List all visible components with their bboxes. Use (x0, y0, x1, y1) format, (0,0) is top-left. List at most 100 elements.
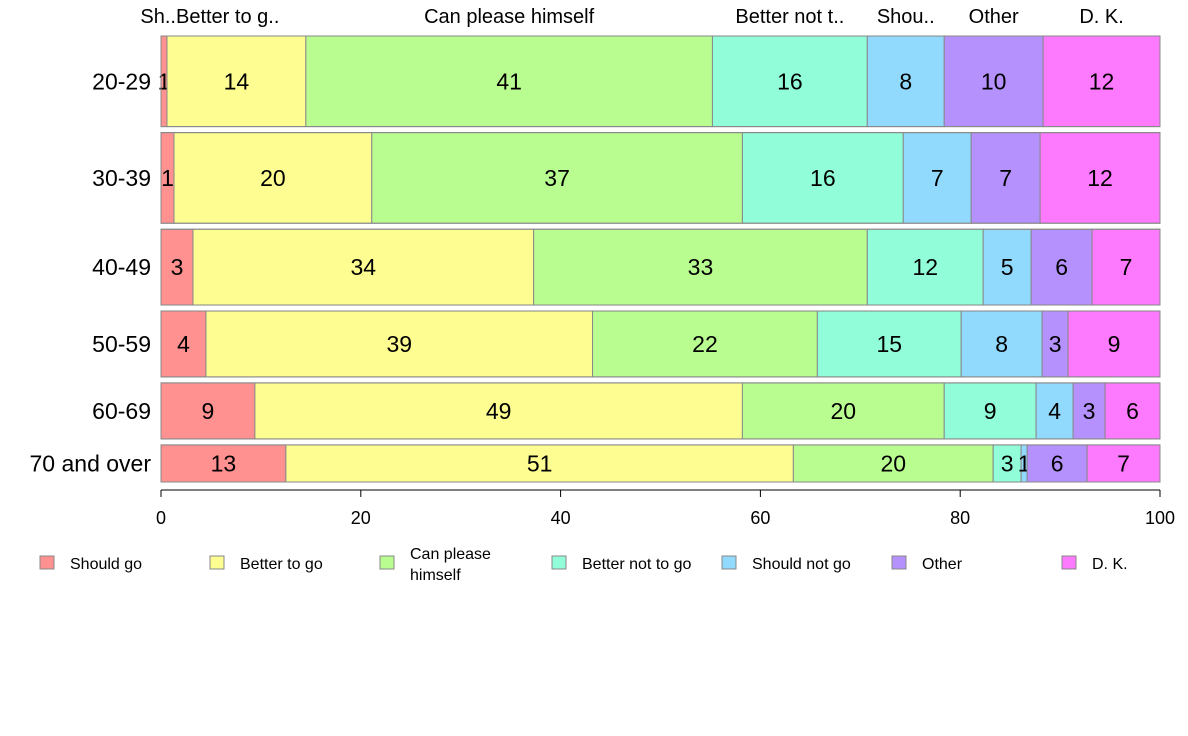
data-label: 13 (211, 450, 237, 476)
data-label: 12 (1089, 68, 1115, 94)
data-label: 4 (177, 331, 190, 357)
category-label: 40-49 (92, 254, 151, 280)
data-label: 1 (161, 165, 174, 191)
data-label: 5 (1001, 254, 1014, 280)
bar-segment (160, 382, 256, 440)
data-label: 14 (224, 68, 250, 94)
data-label: 9 (984, 398, 997, 424)
x-tick-label: 40 (551, 508, 571, 528)
bar-segment (866, 228, 984, 306)
x-tick-label: 60 (750, 508, 770, 528)
legend-label: Better not to go (582, 556, 692, 573)
data-label: 3 (1083, 398, 1096, 424)
bar-segment (1030, 228, 1093, 306)
data-label: 8 (899, 68, 912, 94)
legend-swatch (379, 555, 395, 570)
legend-label: Should not go (752, 556, 851, 573)
data-label: 9 (202, 398, 215, 424)
top-label: Shou.. (877, 6, 935, 28)
legend-swatch (209, 555, 225, 570)
top-label: D. K. (1079, 6, 1123, 28)
bar-segment (1086, 444, 1161, 483)
x-tick-label: 20 (351, 508, 371, 528)
bar-outline (160, 444, 1161, 483)
bar-segment (1039, 132, 1161, 224)
data-label: 51 (527, 450, 553, 476)
bar-segment (160, 310, 207, 378)
bar-segment (741, 382, 945, 440)
legend-label: Can please (410, 546, 491, 563)
legend-swatch (721, 555, 737, 570)
bar-segment (533, 228, 868, 306)
bar-outline (160, 382, 1161, 440)
data-label: 16 (810, 165, 836, 191)
data-label: 15 (876, 331, 902, 357)
x-tick-label: 0 (156, 508, 166, 528)
top-label: Can please himself (424, 6, 595, 28)
top-label: Better not t.. (735, 6, 844, 28)
data-label: 4 (1048, 398, 1061, 424)
category-label: 50-59 (92, 331, 151, 357)
data-label: 22 (692, 331, 718, 357)
bar-segment (285, 444, 794, 483)
data-label: 20 (260, 165, 286, 191)
data-label: 39 (386, 331, 412, 357)
data-label: 6 (1051, 450, 1064, 476)
bar-outline (160, 228, 1161, 306)
data-label: 37 (544, 165, 570, 191)
data-label: 12 (912, 254, 938, 280)
data-label: 9 (1108, 331, 1121, 357)
bar-segment (592, 310, 818, 378)
data-label: 20 (831, 398, 857, 424)
data-label: 20 (880, 450, 906, 476)
bar-outline (160, 132, 1161, 224)
data-label: 7 (1117, 450, 1130, 476)
bar-segment (982, 228, 1032, 306)
bar-segment (711, 35, 868, 128)
x-tick-label: 100 (1145, 508, 1175, 528)
legend-swatch (39, 555, 55, 570)
bar-outline (160, 310, 1161, 378)
legend-label: Other (922, 556, 963, 573)
data-label: 3 (1001, 450, 1014, 476)
bar-segment (1091, 228, 1161, 306)
legend-label: Should go (70, 556, 142, 573)
legend-swatch (891, 555, 907, 570)
data-label: 6 (1126, 398, 1139, 424)
bar-segment (192, 228, 535, 306)
legend-swatch (551, 555, 567, 570)
category-label: 60-69 (92, 398, 151, 424)
category-label: 20-29 (92, 68, 151, 94)
data-label: 7 (999, 165, 1012, 191)
bar-segment (166, 35, 307, 128)
data-label: 3 (1049, 331, 1062, 357)
top-label: Better to g.. (176, 6, 279, 28)
category-label: 70 and over (30, 450, 152, 476)
data-label: 7 (931, 165, 944, 191)
bar-segment (1041, 310, 1069, 378)
data-label: 10 (981, 68, 1007, 94)
data-label: 6 (1055, 254, 1068, 280)
data-label: 12 (1087, 165, 1113, 191)
x-tick-label: 80 (950, 508, 970, 528)
data-label: 34 (351, 254, 377, 280)
data-label: 33 (688, 254, 714, 280)
top-label: Other (969, 6, 1019, 28)
legend-label: himself (410, 567, 461, 584)
data-label: 16 (777, 68, 803, 94)
bar-outline (160, 35, 1161, 128)
data-label: 7 (1120, 254, 1133, 280)
legend-swatch (1061, 555, 1077, 570)
bar-segment (970, 132, 1041, 224)
bar-segment (741, 132, 904, 224)
category-label: 30-39 (92, 165, 151, 191)
legend-label: D. K. (1092, 556, 1128, 573)
bar-segment (1104, 382, 1161, 440)
bar-segment (371, 132, 743, 224)
data-label: 49 (486, 398, 512, 424)
data-label: 8 (995, 331, 1008, 357)
data-label: 3 (171, 254, 184, 280)
legend-label: Better to go (240, 556, 323, 573)
data-label: 41 (496, 68, 522, 94)
